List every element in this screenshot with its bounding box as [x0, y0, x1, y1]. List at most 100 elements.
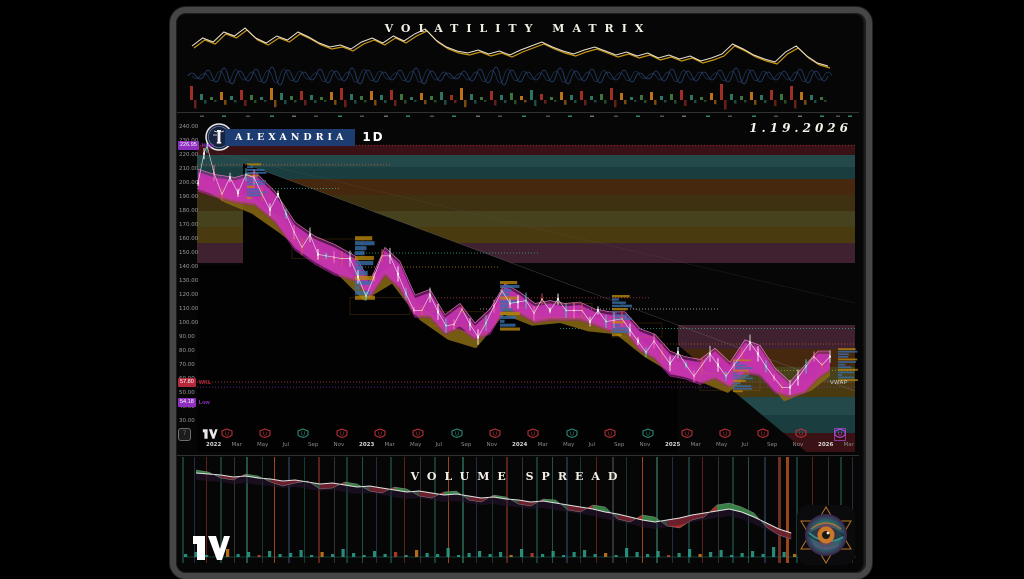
svg-text:U: U: [340, 432, 344, 438]
earnings-shield-icon[interactable]: U: [719, 428, 731, 441]
time-tick-year: 2025: [665, 442, 681, 448]
price-tick: 30.00: [179, 418, 195, 424]
time-tick-month: Nov: [333, 442, 345, 448]
panel-separator-top: [177, 112, 859, 113]
price-tick: 200.00: [179, 180, 199, 186]
earnings-shield-icon[interactable]: U: [412, 428, 424, 441]
date-label: 1.19.2026: [749, 121, 852, 135]
price-tick: 80.00: [179, 348, 195, 354]
axis-corner-icon[interactable]: 7: [178, 428, 191, 441]
svg-text:U: U: [416, 432, 420, 438]
price-tick: 120.00: [179, 292, 199, 298]
price-tick: 240.00: [179, 124, 199, 130]
price-label-low: 54.18 Low: [178, 398, 210, 407]
svg-text:U: U: [761, 432, 765, 438]
earnings-shield-icon[interactable]: U: [604, 428, 616, 441]
svg-text:U: U: [685, 432, 689, 438]
price-tick: 150.00: [179, 250, 199, 256]
earnings-shield-icon[interactable]: U: [221, 428, 233, 441]
price-tick: 210.00: [179, 166, 199, 172]
svg-text:U: U: [493, 432, 497, 438]
svg-text:U: U: [723, 432, 727, 438]
earnings-shield-icon[interactable]: U: [297, 428, 309, 441]
price-tick: 140.00: [179, 264, 199, 270]
time-tick-month: Jul: [282, 442, 290, 448]
time-tick-month: Nov: [792, 442, 804, 448]
price-tick: 170.00: [179, 222, 199, 228]
svg-text:U: U: [799, 432, 803, 438]
svg-text:U: U: [531, 432, 535, 438]
brand-name: ALEXANDRIA: [225, 128, 356, 146]
time-tick-year: 2023: [359, 442, 375, 448]
svg-text:U: U: [570, 432, 574, 438]
earnings-shield-icon[interactable]: U: [259, 428, 271, 441]
time-tick-month: Sep: [614, 442, 625, 448]
svg-text:U: U: [263, 432, 267, 438]
time-tick-month: Nov: [486, 442, 498, 448]
time-tick-month: Mar: [843, 442, 854, 448]
time-tick-month: Jul: [741, 442, 749, 448]
price-tick: 160.00: [179, 236, 199, 242]
time-tick-month: May: [257, 442, 269, 448]
earnings-shield-icon[interactable]: U: [374, 428, 386, 441]
time-tick-month: May: [716, 442, 728, 448]
price-tick: 50.00: [179, 390, 195, 396]
volume-spread-canvas[interactable]: [176, 457, 860, 563]
earnings-shield-icon[interactable]: U: [834, 428, 846, 441]
price-tick: 110.00: [179, 306, 199, 312]
price-tick: 100.00: [179, 320, 199, 326]
volatility-panel-title: VOLATILITY MATRIX: [384, 22, 652, 35]
time-tick-month: May: [410, 442, 422, 448]
time-tick-month: May: [563, 442, 575, 448]
time-tick-month: Sep: [461, 442, 472, 448]
price-label-high: 226.95 High: [178, 141, 215, 150]
svg-text:U: U: [838, 432, 842, 438]
earnings-shield-icon[interactable]: U: [642, 428, 654, 441]
time-tick-month: Sep: [308, 442, 319, 448]
volume-panel-title: VOLUME SPREAD: [410, 470, 626, 483]
time-tick-month: Mar: [384, 442, 395, 448]
svg-text:U: U: [378, 432, 382, 438]
tradingview-logo-icon: [193, 536, 230, 560]
price-tick: 90.00: [179, 334, 195, 340]
price-tick: 130.00: [179, 278, 199, 284]
price-tick: 220.00: [179, 152, 199, 158]
time-tick-month: Nov: [639, 442, 651, 448]
earnings-shield-icon[interactable]: U: [451, 428, 463, 441]
svg-text:U: U: [646, 432, 650, 438]
earnings-shield-icon[interactable]: U: [489, 428, 501, 441]
svg-text:U: U: [301, 432, 305, 438]
time-tick-month: Jul: [435, 442, 443, 448]
price-label-wkl: 57.80 WKL: [178, 378, 212, 387]
eye-artwork: [797, 505, 855, 565]
time-tick-month: Jul: [588, 442, 596, 448]
price-tick: 180.00: [179, 208, 199, 214]
svg-text:U: U: [608, 432, 612, 438]
earnings-shield-icon[interactable]: U: [795, 428, 807, 441]
price-tick: 40.00: [179, 404, 195, 410]
earnings-shield-icon[interactable]: U: [681, 428, 693, 441]
time-tick-month: Mar: [690, 442, 701, 448]
earnings-shield-icon[interactable]: U: [336, 428, 348, 441]
time-tick-year: 2024: [512, 442, 528, 448]
time-tick-month: Sep: [767, 442, 778, 448]
price-tick: 190.00: [179, 194, 199, 200]
earnings-shield-icon[interactable]: U: [527, 428, 539, 441]
tradingview-logo-small-icon: [202, 429, 218, 439]
brand-logo[interactable]: ALEXANDRIA 1D: [205, 122, 385, 152]
time-tick-month: Mar: [537, 442, 548, 448]
svg-text:U: U: [455, 432, 459, 438]
vwap-label: VWAP: [830, 380, 848, 386]
main-price-chart-canvas[interactable]: [176, 113, 860, 457]
volatility-chart-canvas[interactable]: [176, 16, 860, 112]
time-tick-year: 2026: [818, 442, 834, 448]
svg-text:U: U: [225, 432, 229, 438]
earnings-shield-icon[interactable]: U: [757, 428, 769, 441]
timeframe-label: 1D: [362, 130, 385, 144]
time-tick-year: 2022: [206, 442, 222, 448]
time-tick-month: Mar: [231, 442, 242, 448]
earnings-shield-icon[interactable]: U: [566, 428, 578, 441]
panel-separator-bottom: [177, 455, 859, 456]
price-tick: 70.00: [179, 362, 195, 368]
